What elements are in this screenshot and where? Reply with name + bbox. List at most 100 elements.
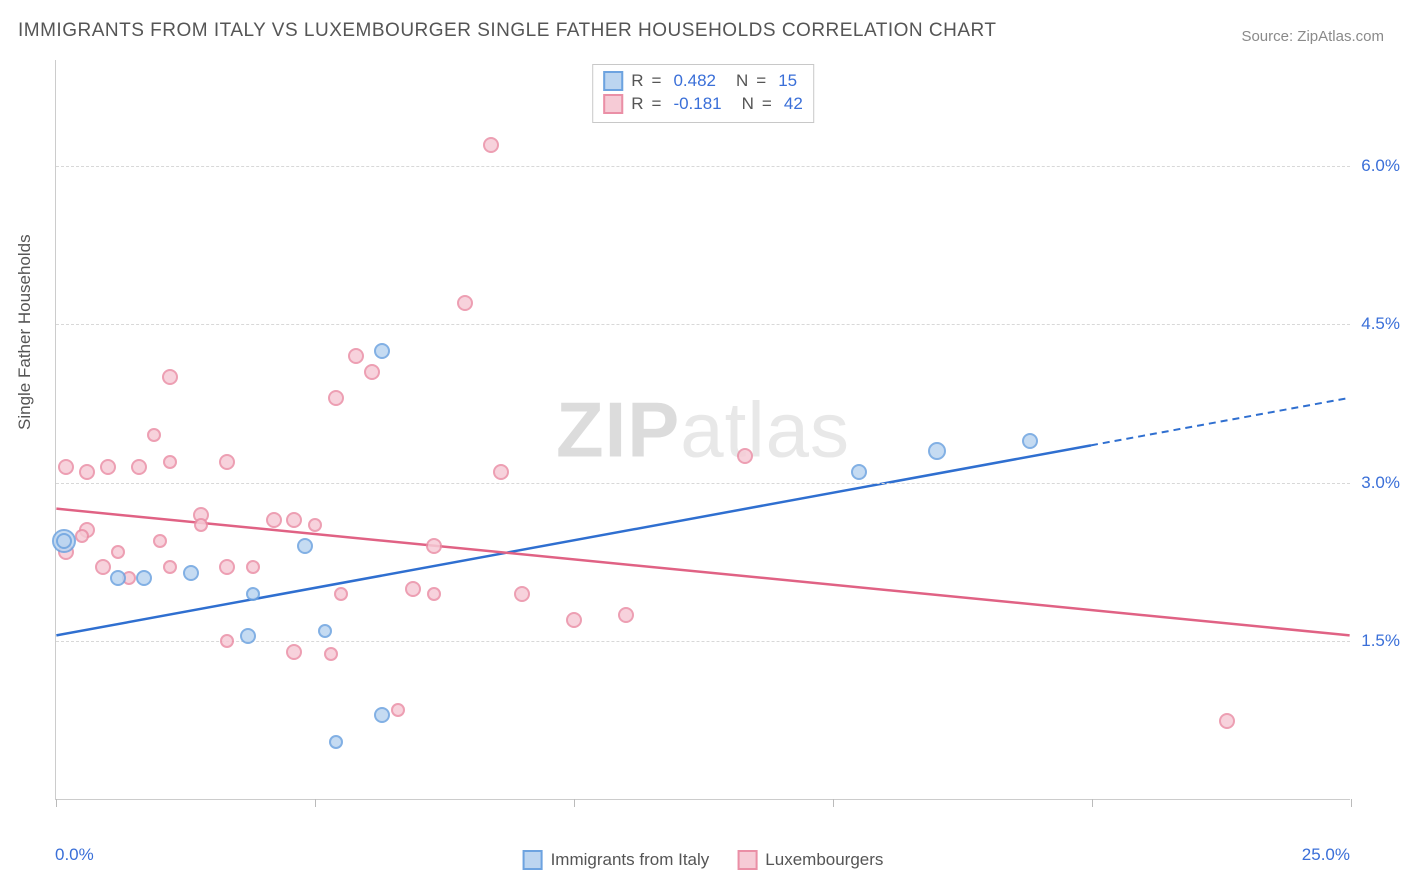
legend-swatch-italy — [603, 71, 623, 91]
scatter-point-italy — [374, 343, 390, 359]
scatter-point-lux — [405, 581, 421, 597]
scatter-point-lux — [122, 571, 136, 585]
scatter-point-italy — [1022, 433, 1038, 449]
legend-swatch-lux — [603, 94, 623, 114]
scatter-point-lux — [131, 459, 147, 475]
scatter-point-lux — [79, 464, 95, 480]
legend-label-lux: Luxembourgers — [765, 850, 883, 870]
scatter-point-lux — [219, 559, 235, 575]
y-tick-label: 3.0% — [1361, 473, 1400, 493]
chart-title: IMMIGRANTS FROM ITALY VS LUXEMBOURGER SI… — [18, 20, 997, 42]
scatter-point-lux — [75, 529, 89, 543]
scatter-point-lux — [266, 512, 282, 528]
x-min-label: 0.0% — [55, 845, 94, 865]
scatter-point-italy — [318, 624, 332, 638]
gridline-h — [56, 641, 1350, 642]
y-tick-label: 1.5% — [1361, 631, 1400, 651]
legend-n-italy: 15 — [778, 71, 797, 91]
x-tick — [1092, 799, 1093, 807]
legend-label-italy: Immigrants from Italy — [551, 850, 710, 870]
regression-line-dash-italy — [1091, 398, 1350, 446]
legend-eq: = — [652, 71, 662, 91]
correlation-legend: R = 0.482 N = 15 R = -0.181 N = 42 — [592, 64, 814, 123]
scatter-point-lux — [427, 587, 441, 601]
legend-r-italy: 0.482 — [673, 71, 716, 91]
y-tick-label: 6.0% — [1361, 156, 1400, 176]
chart-container: IMMIGRANTS FROM ITALY VS LUXEMBOURGER SI… — [0, 0, 1406, 892]
legend-r-label: R — [631, 94, 643, 114]
scatter-point-lux — [79, 522, 95, 538]
scatter-point-lux — [426, 538, 442, 554]
x-tick — [56, 799, 57, 807]
legend-swatch-italy — [523, 850, 543, 870]
scatter-point-lux — [100, 459, 116, 475]
scatter-point-lux — [58, 459, 74, 475]
scatter-point-italy — [56, 533, 72, 549]
regression-lines — [56, 60, 1350, 799]
legend-row-italy: R = 0.482 N = 15 — [603, 71, 803, 91]
scatter-point-lux — [483, 137, 499, 153]
x-tick — [1351, 799, 1352, 807]
scatter-point-lux — [147, 428, 161, 442]
regression-line-lux — [56, 509, 1349, 636]
scatter-point-lux — [457, 295, 473, 311]
scatter-point-lux — [328, 390, 344, 406]
legend-item-italy: Immigrants from Italy — [523, 850, 710, 870]
scatter-point-lux — [153, 534, 167, 548]
scatter-point-lux — [566, 612, 582, 628]
legend-row-lux: R = -0.181 N = 42 — [603, 94, 803, 114]
scatter-point-lux — [286, 644, 302, 660]
scatter-point-lux — [334, 587, 348, 601]
x-tick — [833, 799, 834, 807]
scatter-point-italy — [183, 565, 199, 581]
scatter-point-italy — [110, 570, 126, 586]
scatter-point-lux — [618, 607, 634, 623]
x-tick — [574, 799, 575, 807]
scatter-point-lux — [514, 586, 530, 602]
gridline-h — [56, 324, 1350, 325]
scatter-point-lux — [324, 647, 338, 661]
watermark-bold: ZIP — [556, 385, 680, 473]
legend-n-lux: 42 — [784, 94, 803, 114]
scatter-point-lux — [193, 507, 209, 523]
scatter-point-lux — [391, 703, 405, 717]
y-tick-label: 4.5% — [1361, 314, 1400, 334]
legend-r-label: R — [631, 71, 643, 91]
legend-r-lux: -0.181 — [673, 94, 721, 114]
legend-eq: = — [762, 94, 772, 114]
scatter-point-italy — [52, 529, 76, 553]
scatter-point-italy — [297, 538, 313, 554]
legend-eq: = — [756, 71, 766, 91]
gridline-h — [56, 483, 1350, 484]
scatter-point-italy — [851, 464, 867, 480]
regression-line-italy — [56, 445, 1091, 635]
scatter-point-lux — [364, 364, 380, 380]
scatter-point-lux — [1219, 713, 1235, 729]
scatter-point-lux — [219, 454, 235, 470]
scatter-point-lux — [308, 518, 322, 532]
plot-area: ZIPatlas R = 0.482 N = 15 R = -0.181 N =… — [55, 60, 1350, 800]
scatter-point-lux — [163, 560, 177, 574]
scatter-point-lux — [162, 369, 178, 385]
scatter-point-lux — [111, 545, 125, 559]
watermark-rest: atlas — [680, 385, 850, 473]
scatter-point-lux — [493, 464, 509, 480]
x-tick — [315, 799, 316, 807]
scatter-point-lux — [246, 560, 260, 574]
scatter-point-lux — [286, 512, 302, 528]
y-axis-label: Single Father Households — [15, 234, 35, 430]
legend-n-label: N — [742, 94, 754, 114]
watermark: ZIPatlas — [556, 384, 850, 475]
scatter-point-lux — [163, 455, 177, 469]
scatter-point-lux — [737, 448, 753, 464]
legend-swatch-lux — [737, 850, 757, 870]
scatter-point-lux — [348, 348, 364, 364]
scatter-point-lux — [95, 559, 111, 575]
series-legend: Immigrants from Italy Luxembourgers — [523, 850, 884, 870]
scatter-point-italy — [136, 570, 152, 586]
scatter-point-italy — [928, 442, 946, 460]
scatter-point-lux — [194, 518, 208, 532]
scatter-point-italy — [246, 587, 260, 601]
legend-eq: = — [652, 94, 662, 114]
scatter-point-lux — [58, 544, 74, 560]
